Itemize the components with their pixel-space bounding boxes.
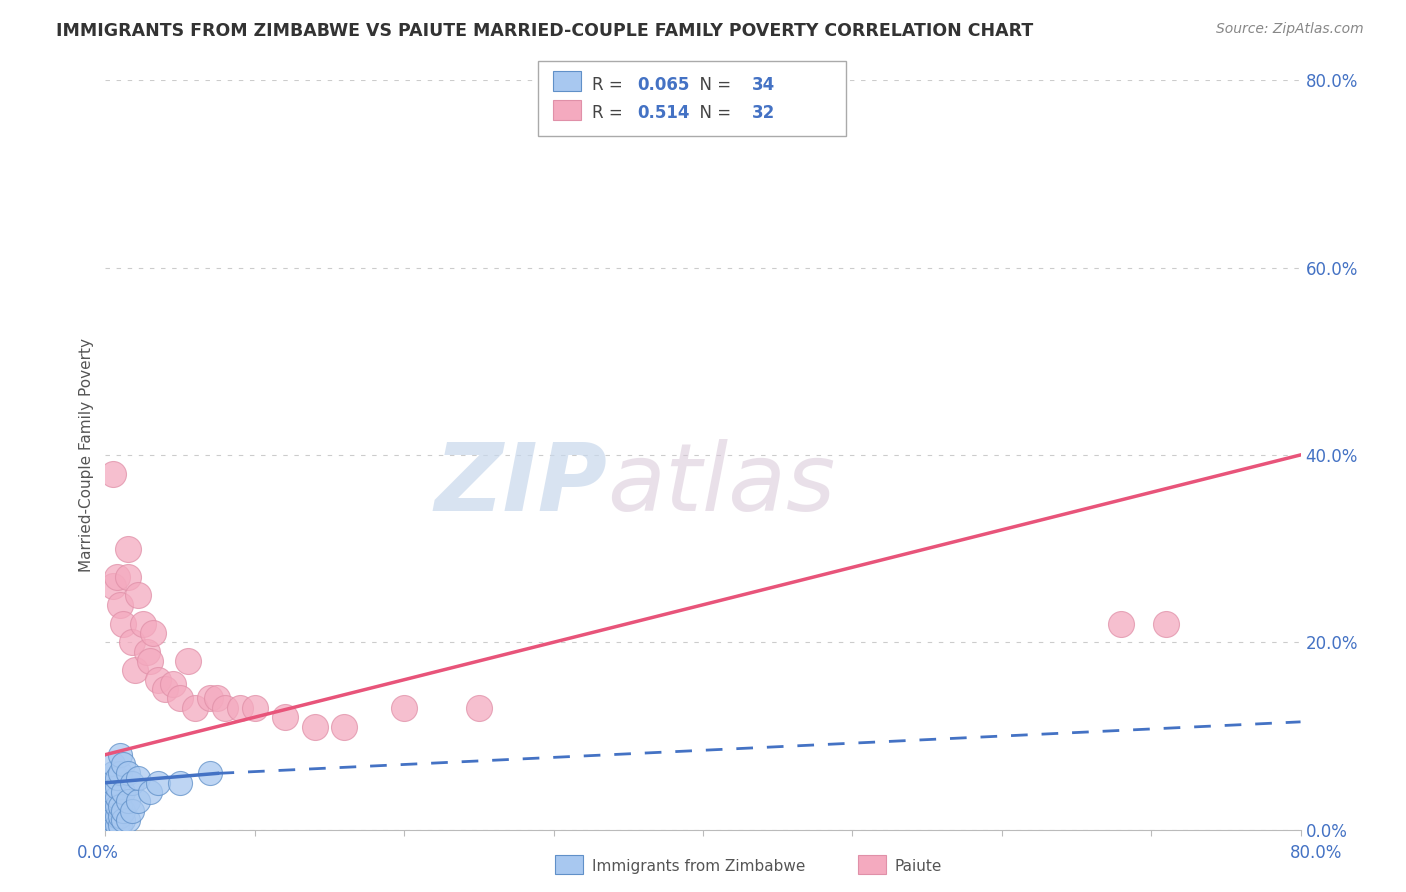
Point bbox=[121, 776, 143, 790]
Point bbox=[207, 691, 229, 706]
Point bbox=[107, 570, 129, 584]
Y-axis label: Married-Couple Family Poverty: Married-Couple Family Poverty bbox=[79, 338, 94, 572]
Point bbox=[132, 616, 155, 631]
Text: ZIP: ZIP bbox=[434, 439, 607, 531]
Point bbox=[107, 771, 129, 785]
Point bbox=[107, 808, 129, 822]
Point bbox=[229, 701, 252, 715]
Point bbox=[136, 644, 159, 658]
Text: 0.065: 0.065 bbox=[637, 76, 689, 94]
Point bbox=[112, 785, 135, 799]
Text: IMMIGRANTS FROM ZIMBABWE VS PAIUTE MARRIED-COUPLE FAMILY POVERTY CORRELATION CHA: IMMIGRANTS FROM ZIMBABWE VS PAIUTE MARRI… bbox=[56, 22, 1033, 40]
Point bbox=[127, 771, 149, 785]
Point bbox=[112, 814, 135, 828]
Point bbox=[155, 682, 177, 697]
Point bbox=[117, 541, 139, 556]
Point bbox=[394, 701, 416, 715]
Point bbox=[243, 701, 266, 715]
Point bbox=[110, 766, 132, 780]
Text: N =: N = bbox=[689, 76, 737, 94]
Point bbox=[117, 795, 139, 809]
Point bbox=[121, 635, 143, 649]
Point bbox=[304, 719, 326, 733]
Text: 0.514: 0.514 bbox=[637, 104, 689, 122]
Point bbox=[169, 691, 191, 706]
Point bbox=[1154, 616, 1177, 631]
Point bbox=[124, 664, 146, 678]
Point bbox=[107, 789, 129, 804]
Point bbox=[273, 710, 295, 724]
Point bbox=[101, 804, 124, 818]
Point bbox=[107, 818, 129, 832]
Point bbox=[162, 677, 184, 691]
Point bbox=[214, 701, 236, 715]
Point bbox=[112, 804, 135, 818]
Point bbox=[110, 747, 132, 762]
Text: 34: 34 bbox=[752, 76, 776, 94]
Point bbox=[101, 756, 124, 771]
Point bbox=[139, 785, 162, 799]
Point bbox=[139, 654, 162, 668]
Text: 32: 32 bbox=[752, 104, 776, 122]
Point bbox=[121, 804, 143, 818]
Point bbox=[101, 785, 124, 799]
Point bbox=[110, 598, 132, 612]
Point bbox=[101, 776, 124, 790]
Point bbox=[184, 701, 207, 715]
Point bbox=[127, 589, 149, 603]
Point bbox=[112, 756, 135, 771]
Point bbox=[333, 719, 356, 733]
Point bbox=[110, 799, 132, 814]
Point bbox=[198, 691, 221, 706]
Text: atlas: atlas bbox=[607, 440, 835, 531]
Point bbox=[107, 780, 129, 795]
Point bbox=[169, 776, 191, 790]
Point bbox=[117, 766, 139, 780]
Point bbox=[1111, 616, 1133, 631]
Point bbox=[101, 579, 124, 593]
Text: R =: R = bbox=[592, 76, 628, 94]
Point bbox=[101, 766, 124, 780]
Point bbox=[198, 766, 221, 780]
Point bbox=[142, 626, 165, 640]
Point bbox=[146, 776, 169, 790]
Point bbox=[127, 795, 149, 809]
Point bbox=[468, 701, 491, 715]
Point bbox=[176, 654, 198, 668]
Point bbox=[110, 808, 132, 822]
Point bbox=[112, 616, 135, 631]
Point bbox=[101, 818, 124, 832]
Text: N =: N = bbox=[689, 104, 737, 122]
Point bbox=[110, 818, 132, 832]
Text: Paiute: Paiute bbox=[894, 859, 942, 874]
Point bbox=[101, 795, 124, 809]
Point bbox=[146, 673, 169, 687]
Text: 0.0%: 0.0% bbox=[77, 844, 120, 862]
Point bbox=[101, 467, 124, 481]
Text: R =: R = bbox=[592, 104, 628, 122]
Point bbox=[101, 814, 124, 828]
Point bbox=[117, 814, 139, 828]
Text: Immigrants from Zimbabwe: Immigrants from Zimbabwe bbox=[592, 859, 806, 874]
Text: 80.0%: 80.0% bbox=[1291, 844, 1343, 862]
Text: Source: ZipAtlas.com: Source: ZipAtlas.com bbox=[1216, 22, 1364, 37]
Point bbox=[107, 799, 129, 814]
Point bbox=[117, 570, 139, 584]
